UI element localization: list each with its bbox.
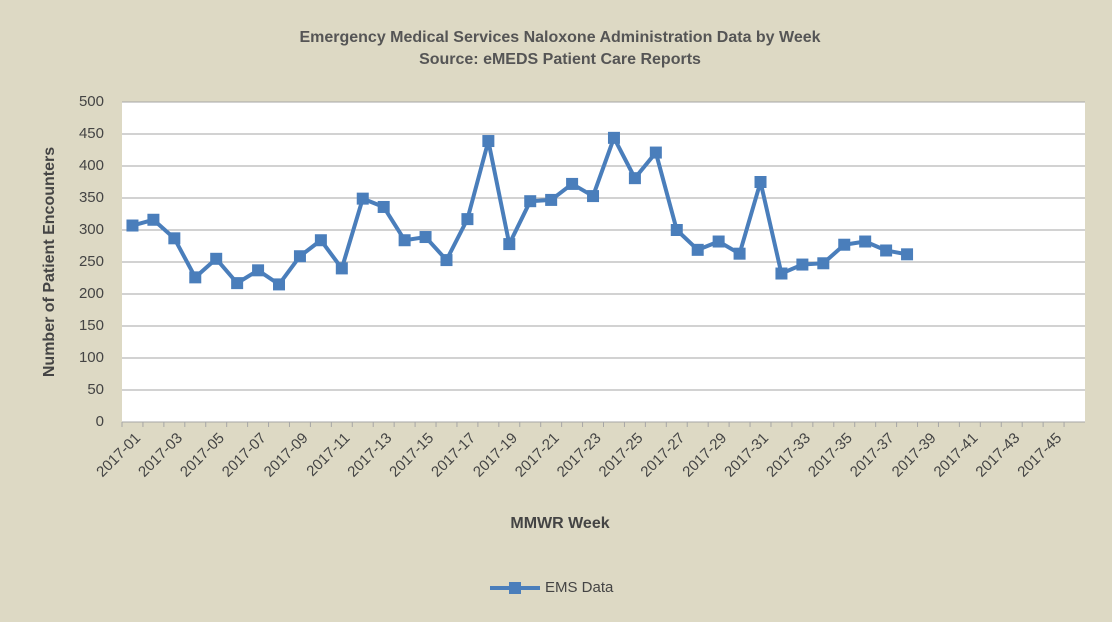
data-point bbox=[754, 176, 767, 188]
data-point bbox=[252, 264, 265, 277]
data-point bbox=[670, 224, 683, 236]
chart-subtitle: Source: eMEDS Patient Care Reports bbox=[419, 51, 701, 68]
y-tick-label: 350 bbox=[79, 189, 104, 206]
data-point bbox=[503, 238, 516, 251]
data-point bbox=[461, 213, 474, 226]
data-point bbox=[231, 277, 244, 290]
x-axis-title: MMWR Week bbox=[510, 515, 609, 532]
data-point bbox=[691, 243, 704, 256]
data-point bbox=[126, 219, 139, 232]
y-tick-label: 400 bbox=[79, 157, 104, 174]
data-point bbox=[314, 234, 327, 247]
data-point bbox=[210, 252, 223, 265]
data-point bbox=[168, 232, 181, 245]
data-point bbox=[587, 190, 600, 203]
y-tick-label: 0 bbox=[96, 413, 104, 430]
data-point bbox=[607, 131, 620, 144]
data-point bbox=[273, 278, 286, 291]
data-point bbox=[566, 177, 579, 190]
y-tick-label: 50 bbox=[87, 381, 104, 398]
y-tick-label: 100 bbox=[79, 349, 104, 366]
data-point bbox=[335, 262, 348, 275]
y-tick-label: 300 bbox=[79, 221, 104, 238]
y-tick-label: 200 bbox=[79, 285, 104, 302]
data-point bbox=[817, 257, 830, 270]
data-point bbox=[859, 235, 872, 248]
data-point bbox=[419, 231, 432, 244]
legend-marker bbox=[509, 582, 521, 594]
data-point bbox=[545, 193, 558, 206]
data-point bbox=[147, 213, 160, 226]
data-point bbox=[524, 195, 537, 208]
data-point bbox=[796, 258, 809, 271]
data-point bbox=[733, 247, 746, 260]
y-axis-title: Number of Patient Encounters bbox=[41, 147, 58, 377]
data-point bbox=[901, 248, 914, 261]
data-point bbox=[880, 244, 893, 257]
data-point bbox=[482, 135, 495, 148]
y-tick-label: 150 bbox=[79, 317, 104, 334]
data-point bbox=[838, 238, 851, 251]
data-point bbox=[775, 267, 788, 280]
y-tick-label: 500 bbox=[79, 93, 104, 110]
data-point bbox=[628, 172, 641, 185]
data-point bbox=[293, 250, 306, 263]
y-tick-label: 450 bbox=[79, 125, 104, 142]
data-point bbox=[440, 254, 453, 267]
data-point bbox=[356, 192, 369, 205]
data-point bbox=[398, 234, 411, 247]
data-point bbox=[377, 200, 390, 213]
data-point bbox=[712, 235, 725, 248]
legend-label: EMS Data bbox=[545, 579, 614, 596]
data-point bbox=[649, 146, 662, 159]
chart-title: Emergency Medical Services Naloxone Admi… bbox=[299, 29, 820, 46]
data-point bbox=[189, 271, 202, 284]
y-tick-label: 250 bbox=[79, 253, 104, 270]
